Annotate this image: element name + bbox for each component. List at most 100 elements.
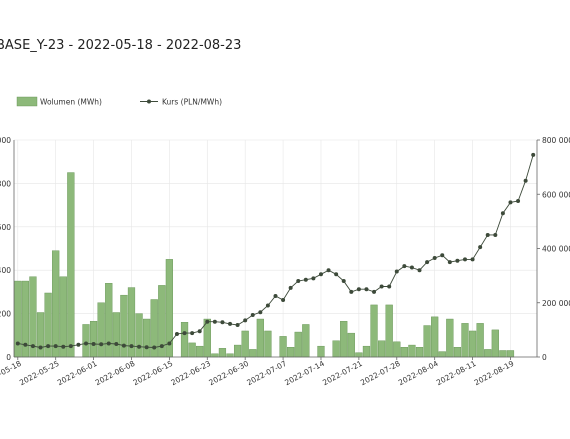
volume-bar [408, 344, 416, 358]
volume-bar [188, 342, 196, 358]
volume-bar [180, 322, 189, 358]
volume-bar [476, 323, 484, 358]
volume-bar [82, 324, 90, 358]
price-point [167, 341, 172, 346]
x-tick-label: 2022-05-25 [18, 359, 61, 388]
x-tick-label: 2022-06-23 [170, 359, 213, 388]
price-point [372, 289, 377, 294]
volume-bar [287, 347, 295, 358]
price-point [258, 310, 263, 315]
y-left-tick-label: 600 [0, 223, 11, 232]
y-left-tick-label: 800 [0, 179, 11, 188]
price-point [190, 331, 195, 336]
x-tick-label: 2022-07-14 [283, 359, 326, 388]
volume-bar [302, 324, 310, 358]
price-point [531, 152, 536, 157]
price-point [220, 320, 225, 325]
price-point [432, 255, 437, 260]
price-point [129, 344, 134, 349]
volume-bar [461, 323, 469, 358]
price-point [516, 199, 521, 204]
price-point [38, 345, 43, 350]
price-point [121, 343, 126, 348]
volume-bar [249, 349, 257, 358]
x-tick-label: 2022-06-08 [94, 359, 137, 388]
price-point [387, 284, 392, 289]
volume-bar [385, 304, 393, 358]
price-point [137, 344, 142, 349]
y-left-tick-label: 1000 [0, 136, 11, 145]
volume-bar [468, 330, 477, 358]
volume-bar [438, 351, 446, 358]
legend-swatch-price-marker [147, 99, 151, 104]
volume-bar [362, 345, 371, 358]
price-point [273, 293, 278, 298]
price-point [394, 269, 399, 274]
y-right-tick-label: 600 000 [542, 190, 570, 199]
price-point [341, 279, 346, 284]
price-point [159, 344, 164, 349]
volume-bar [415, 347, 424, 358]
price-point [364, 287, 369, 292]
volume-bar [370, 304, 378, 358]
page-title: BASE_Y-23 - 2022-05-18 - 2022-08-23 [0, 38, 242, 53]
price-point [61, 344, 66, 349]
price-point [409, 265, 414, 270]
y-right-tick-label: 800 000 [542, 136, 570, 145]
volume-bar [226, 353, 234, 358]
volume-bar [378, 340, 386, 358]
price-point [349, 289, 354, 294]
volume-bar [14, 280, 22, 358]
price-point [478, 245, 483, 250]
price-point [455, 258, 460, 263]
volume-bar [446, 318, 454, 358]
x-tick-label: 2022-06-15 [132, 359, 175, 388]
x-tick-label: 2022-07-07 [245, 359, 288, 388]
y-left-tick-label: 0 [6, 353, 11, 362]
price-point [197, 329, 202, 334]
price-point [174, 331, 179, 336]
price-point [182, 331, 187, 336]
price-point [205, 319, 210, 324]
price-point [447, 260, 452, 265]
price-point [99, 342, 104, 347]
volume-bar [499, 350, 507, 358]
price-point [212, 319, 217, 324]
volume-bar [67, 172, 75, 358]
price-point [23, 342, 28, 347]
price-point [470, 257, 475, 262]
x-tick-label: 2022-06-01 [56, 359, 99, 388]
y-left-tick-label: 200 [0, 310, 11, 319]
volume-bar [143, 318, 151, 358]
price-point [303, 277, 308, 282]
price-point [84, 341, 89, 346]
price-point [318, 272, 323, 277]
volume-bar [233, 344, 242, 358]
volume-bar [431, 316, 439, 358]
x-tick-label: 2022-08-04 [397, 359, 440, 388]
volume-bar [400, 347, 408, 358]
volume-bar [264, 330, 272, 358]
volume-bar [97, 302, 105, 358]
price-point [440, 253, 445, 258]
price-point [235, 322, 240, 327]
volume-bar [393, 341, 401, 358]
volume-bar [256, 318, 264, 358]
price-line [15, 152, 536, 350]
price-point [68, 344, 73, 349]
legend-label-price: Kurs (PLN/MWh) [162, 98, 222, 107]
x-tick-label: 2022-08-19 [473, 359, 516, 388]
volume-bar [340, 320, 348, 358]
x-tick-label: 2022-07-28 [359, 359, 402, 388]
price-point [46, 344, 51, 349]
price-point [523, 178, 528, 183]
price-point [462, 257, 467, 262]
price-point [265, 303, 270, 308]
price-point [152, 345, 157, 350]
price-point [485, 232, 490, 237]
volume-bar [332, 340, 340, 358]
volume-bar [89, 320, 98, 358]
price-point [76, 342, 81, 347]
price-point [91, 341, 96, 346]
price-point [296, 279, 301, 284]
